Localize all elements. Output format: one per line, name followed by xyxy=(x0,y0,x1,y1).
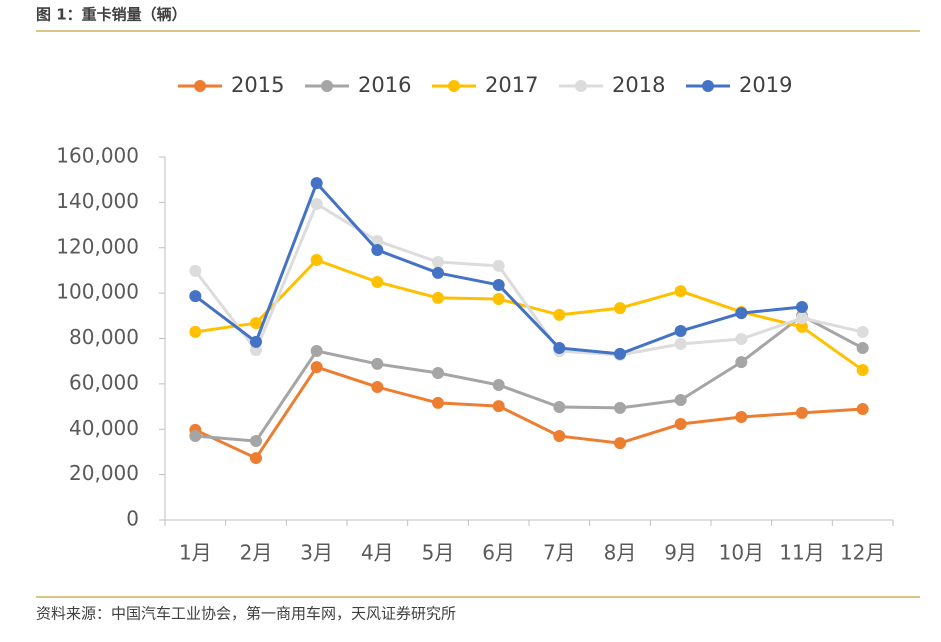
data-point xyxy=(492,293,505,306)
data-point xyxy=(432,256,444,269)
data-point xyxy=(735,332,748,345)
y-tick-label: 80,000 xyxy=(69,325,139,349)
data-point xyxy=(310,177,323,190)
data-point xyxy=(310,361,323,374)
data-point xyxy=(553,342,566,355)
data-point xyxy=(189,325,202,338)
legend-label: 2019 xyxy=(739,73,792,97)
data-point xyxy=(432,291,444,304)
data-point xyxy=(189,264,202,277)
data-point xyxy=(553,308,566,321)
data-point xyxy=(250,452,262,465)
x-tick-label: 3月 xyxy=(300,541,333,565)
data-point xyxy=(310,197,323,210)
data-point xyxy=(796,320,808,333)
legend-marker xyxy=(448,80,460,92)
data-point xyxy=(856,342,869,355)
data-point xyxy=(796,406,808,419)
data-point xyxy=(614,347,626,360)
legend-label: 2018 xyxy=(612,73,665,97)
data-point xyxy=(796,300,808,313)
source-note: 资料来源：中国汽车工业协会，第一商用车网，天风证券研究所 xyxy=(36,605,456,623)
chart-title: 图 1：重卡销量（辆） xyxy=(36,6,187,24)
legend-marker xyxy=(321,80,333,92)
data-point xyxy=(371,381,384,394)
data-point xyxy=(614,302,626,315)
data-point xyxy=(371,234,384,247)
data-point xyxy=(735,410,748,423)
legend-marker xyxy=(702,80,714,92)
y-tick-label: 100,000 xyxy=(56,280,139,304)
data-point xyxy=(189,290,202,303)
data-point xyxy=(250,435,262,448)
y-tick-label: 20,000 xyxy=(69,461,139,485)
data-point xyxy=(614,437,626,450)
legend-label: 2015 xyxy=(231,73,284,97)
data-point xyxy=(614,401,626,414)
x-tick-label: 1月 xyxy=(179,541,212,565)
data-point xyxy=(856,325,869,338)
y-tick-label: 120,000 xyxy=(56,234,139,258)
data-point xyxy=(674,285,687,298)
data-point xyxy=(432,266,444,279)
data-point xyxy=(432,396,444,409)
data-point xyxy=(371,357,384,370)
y-tick-label: 140,000 xyxy=(56,189,139,213)
data-point xyxy=(250,335,262,348)
data-point xyxy=(250,317,262,330)
data-point xyxy=(856,364,869,377)
x-tick-label: 5月 xyxy=(422,541,455,565)
series-line xyxy=(195,314,864,443)
data-point xyxy=(735,307,748,320)
data-point xyxy=(492,259,505,272)
series-line xyxy=(194,365,863,460)
data-point xyxy=(796,312,808,325)
data-point xyxy=(674,337,687,350)
y-tick-label: 0 xyxy=(126,507,139,531)
data-point xyxy=(735,356,748,369)
x-tick-label: 12月 xyxy=(840,541,885,565)
x-tick-label: 6月 xyxy=(482,541,515,565)
data-point xyxy=(371,276,384,289)
legend-marker xyxy=(194,80,206,92)
y-tick-label: 60,000 xyxy=(69,370,139,394)
data-point xyxy=(310,344,323,357)
legend-label: 2016 xyxy=(358,73,411,97)
data-point xyxy=(553,401,566,414)
y-tick-label: 160,000 xyxy=(56,144,139,168)
data-point xyxy=(310,254,323,267)
x-tick-label: 4月 xyxy=(361,541,394,565)
x-tick-label: 7月 xyxy=(543,541,576,565)
data-point xyxy=(492,278,505,291)
data-point xyxy=(189,430,202,443)
legend-label: 2017 xyxy=(485,73,538,97)
data-point xyxy=(553,430,566,443)
y-tick-label: 40,000 xyxy=(69,416,139,440)
data-point xyxy=(674,393,687,406)
data-point xyxy=(856,403,869,416)
x-tick-label: 11月 xyxy=(779,541,824,565)
data-point xyxy=(674,325,687,338)
x-tick-label: 8月 xyxy=(604,541,637,565)
data-point xyxy=(492,379,505,392)
data-point xyxy=(492,400,505,413)
x-tick-label: 10月 xyxy=(719,541,764,565)
data-point xyxy=(432,366,444,379)
data-point xyxy=(674,418,687,431)
series-line xyxy=(194,202,864,357)
x-tick-label: 2月 xyxy=(240,541,273,565)
x-tick-label: 9月 xyxy=(664,541,697,565)
legend-marker xyxy=(575,80,587,92)
data-point xyxy=(371,244,384,257)
